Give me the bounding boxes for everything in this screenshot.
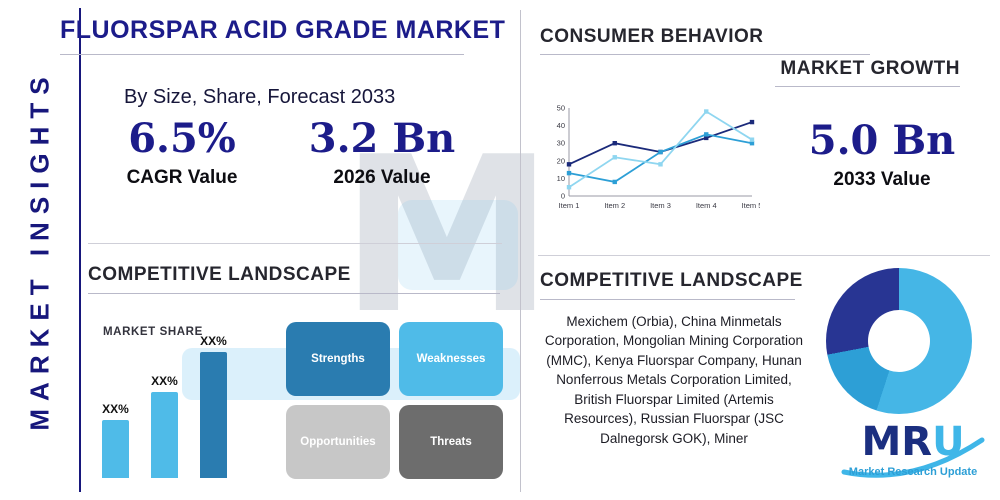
growth-line-chart: 0 10 20 30 40 50 Item 1 Item 2 Item 3 Item 4 Item … — [557, 104, 760, 211]
logo-swoosh-icon — [841, 437, 985, 478]
market-share-label: MARKET SHARE — [103, 326, 203, 338]
svg-text:10: 10 — [557, 174, 565, 183]
competitive-landscape-right-heading: COMPETITIVE LANDSCAPE — [540, 270, 803, 291]
svg-text:20: 20 — [557, 156, 565, 165]
forecast-stat: 5.0 Bn 2033 Value — [782, 118, 982, 191]
logo-text: MRU — [834, 420, 992, 464]
center-vertical-divider — [520, 10, 521, 492]
bar-value-label: XX% — [102, 402, 129, 416]
svg-text:Item 1: Item 1 — [559, 201, 580, 210]
bar-value-label: XX% — [200, 334, 227, 348]
market-share-bar-column: XX% — [151, 374, 178, 478]
left-horizontal-divider — [88, 243, 502, 244]
page-subtitle: By Size, Share, Forecast 2033 — [124, 86, 396, 108]
mru-logo: MRU Market Research Update — [834, 420, 992, 478]
competitive-landscape-left-underline — [88, 293, 500, 294]
swot-weaknesses-box: Weaknesses — [399, 322, 503, 396]
bar-value-label: XX% — [151, 374, 178, 388]
swot-grid: Strengths Weaknesses Opportunities Threa… — [286, 322, 503, 479]
page-title: FLUORSPAR ACID GRADE MARKET — [60, 16, 506, 44]
market-share-bar-column: XX% — [200, 334, 227, 478]
market-share-donut-chart — [826, 268, 972, 414]
svg-text:Item 4: Item 4 — [696, 201, 717, 210]
title-underline — [60, 54, 464, 55]
market-share-bar — [102, 420, 129, 478]
market-share-bar-column: XX% — [102, 402, 129, 478]
competitive-landscape-right-underline — [540, 299, 795, 300]
consumer-behavior-heading: CONSUMER BEHAVIOR — [540, 26, 764, 47]
market-share-bar — [151, 392, 178, 478]
svg-text:Item 2: Item 2 — [604, 201, 625, 210]
watermark-letter: M — [340, 110, 554, 361]
market-share-bar-chart: XX% XX% XX% — [102, 334, 272, 478]
market-growth-heading: MARKET GROWTH — [780, 58, 960, 79]
donut-hole — [868, 310, 930, 372]
company-list: Mexichem (Orbia), China Minmetals Corpor… — [544, 314, 804, 446]
swot-strengths-box: Strengths — [286, 322, 390, 396]
left-vertical-rule — [79, 8, 81, 492]
logo-letter-u: U — [932, 419, 965, 465]
svg-text:30: 30 — [557, 139, 565, 148]
competitive-landscape-left-heading: COMPETITIVE LANDSCAPE — [88, 264, 351, 285]
base-year-label: 2026 Value — [333, 167, 431, 188]
swot-opportunities-box: Opportunities — [286, 405, 390, 479]
cagr-stat: 6.5% CAGR Value — [92, 116, 272, 189]
logo-letter-m: M — [861, 419, 902, 465]
base-year-value: 3.2 Bn — [308, 115, 456, 162]
svg-text:40: 40 — [557, 121, 565, 130]
svg-text:50: 50 — [557, 104, 565, 113]
cagr-value: 6.5% — [128, 115, 236, 162]
forecast-label: 2033 Value — [833, 169, 931, 190]
right-horizontal-divider — [538, 255, 990, 256]
swot-threats-box: Threats — [399, 405, 503, 479]
forecast-value: 5.0 Bn — [808, 117, 956, 164]
logo-letter-r: R — [901, 419, 933, 465]
svg-text:Item 3: Item 3 — [650, 201, 671, 210]
market-growth-underline — [775, 86, 960, 87]
logo-tagline: Market Research Update — [848, 466, 978, 478]
watermark-band-small — [398, 200, 518, 290]
cagr-label: CAGR Value — [126, 167, 238, 188]
consumer-behavior-underline — [540, 54, 870, 55]
base-year-stat: 3.2 Bn 2026 Value — [292, 116, 472, 189]
market-share-bar — [200, 352, 227, 478]
svg-text:0: 0 — [561, 192, 565, 201]
market-insights-vertical-label: MARKET INSIGHTS — [24, 69, 55, 431]
svg-text:Item 5: Item 5 — [742, 201, 760, 210]
